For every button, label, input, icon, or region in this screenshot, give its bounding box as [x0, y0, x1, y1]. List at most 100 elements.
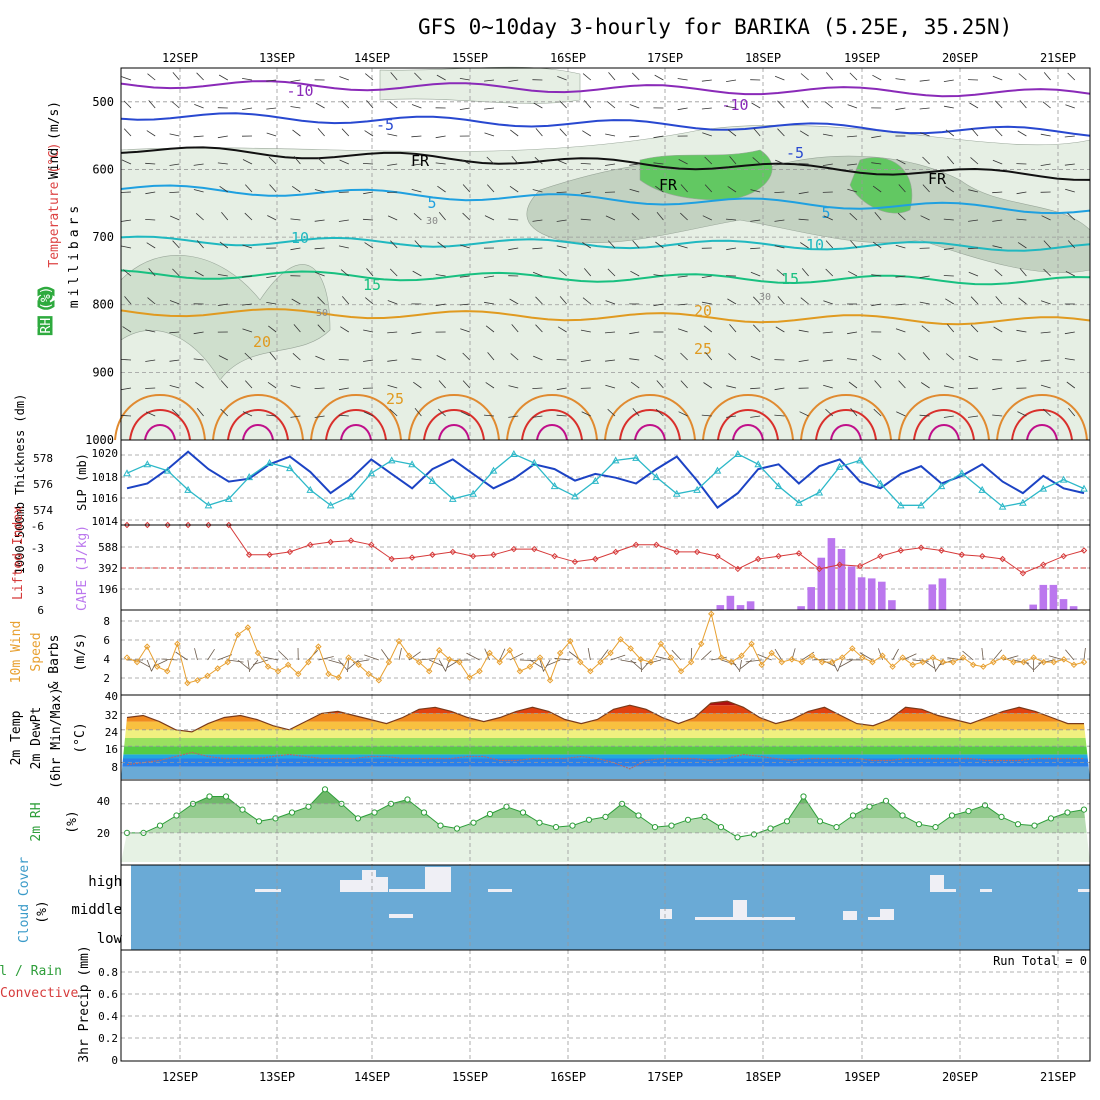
- thickness-point: [245, 473, 254, 481]
- wind-barb: [462, 380, 471, 389]
- wind-speed-point: [839, 654, 846, 661]
- wind-barb: [484, 107, 495, 110]
- surface-wind-barb: [381, 649, 390, 661]
- temp-tick-16: 16: [105, 743, 118, 756]
- wind-speed-point: [1020, 658, 1027, 666]
- cape-bar: [817, 557, 826, 610]
- thickness-point: [428, 476, 437, 484]
- wind-barb: [438, 212, 446, 221]
- wind-barb: [992, 387, 1003, 391]
- surface-wind-barb: [529, 659, 543, 669]
- wind-barb: [1067, 72, 1076, 81]
- contour-label: 15: [781, 270, 799, 288]
- precip-axis-labels: Total / Rain Convective 3hr Precip (mm) …: [0, 945, 1087, 1067]
- surface-wind-barb: [630, 659, 642, 670]
- wind-barb: [728, 353, 737, 361]
- cloud-block: [389, 914, 413, 918]
- wind-barb: [680, 212, 688, 221]
- wind-barb: [607, 101, 616, 109]
- wind-barb: [219, 185, 229, 193]
- wind-barb: [169, 359, 180, 362]
- precip-convective-label: Convective: [0, 986, 78, 1001]
- wind-speed-point: [496, 658, 503, 666]
- wind-barb: [172, 268, 180, 277]
- wind-speed-point: [728, 658, 735, 666]
- rh-point: [305, 803, 312, 810]
- cloud-block: [843, 911, 857, 920]
- wind-speed-point: [506, 647, 514, 654]
- wind-speed-point: [959, 654, 967, 661]
- wind-speed-point: [1080, 658, 1088, 666]
- cloud-block: [425, 867, 451, 892]
- rh-point: [1064, 809, 1071, 816]
- wind-barb: [992, 191, 1003, 194]
- wind-barb: [753, 296, 761, 305]
- contour-label: 15: [363, 276, 381, 294]
- temp-axis-labels: 2m Temp 2m DewPt (6hr Min/Max) (°C) 40 3…: [9, 687, 118, 789]
- thickness-point: [143, 460, 152, 468]
- wind-barb: [872, 185, 882, 193]
- contour-label: 25: [386, 390, 404, 408]
- wind-barb: [895, 303, 906, 306]
- pressure-tick-label: 800: [92, 298, 114, 312]
- surface-wind-barb: [892, 648, 899, 661]
- wind-barb: [801, 100, 809, 109]
- rh-point: [602, 813, 609, 821]
- pressure-tick-label: 700: [92, 230, 114, 244]
- millibars-label: millibars: [67, 202, 82, 308]
- wind-barb: [580, 163, 591, 165]
- rh-units-label: (%): [65, 810, 80, 833]
- wind-barb: [994, 269, 1003, 277]
- surface-wind-barb: [499, 648, 506, 661]
- wind-barb: [169, 133, 180, 137]
- rh-shading-blob: [639, 149, 773, 201]
- wind-speed-point: [949, 658, 957, 666]
- rh-point: [503, 803, 510, 810]
- wind-speed-point: [828, 658, 836, 666]
- wind-barb: [1041, 215, 1051, 221]
- thickness-point: [754, 460, 763, 468]
- contour-25: [702, 394, 794, 441]
- cloud-cover-label: Cloud Cover: [17, 857, 32, 943]
- wind-barb: [800, 242, 809, 249]
- wind-barb: [266, 107, 277, 110]
- wind-barb: [871, 274, 882, 277]
- wind-barb: [459, 78, 470, 81]
- wind-barb: [968, 271, 979, 277]
- wind-barb: [124, 296, 132, 305]
- wind-barb: [242, 328, 253, 333]
- surface-wind-barb: [237, 659, 249, 670]
- wind-barb: [510, 353, 519, 361]
- lifted-index-point: [327, 538, 334, 546]
- wind-speed-point: [516, 668, 524, 675]
- wind-speed-point: [667, 654, 675, 661]
- thickness-series-line: [126, 453, 1085, 508]
- temp-band: [121, 713, 1090, 722]
- cape-bar: [726, 595, 735, 610]
- rh-panel: [121, 780, 1090, 865]
- wind-barb: [630, 381, 640, 389]
- wind-barb: [195, 213, 204, 221]
- wind-barb: [1064, 331, 1075, 335]
- wind-barb: [993, 326, 1003, 333]
- wind-speed-point: [879, 652, 886, 659]
- surface-wind-barb: [981, 647, 984, 661]
- wind-barb: [920, 215, 930, 221]
- surface-wind-barb: [700, 650, 712, 661]
- wind-barb: [121, 245, 132, 249]
- contour-35: [634, 424, 666, 441]
- wind-barb: [148, 100, 156, 109]
- date-label-top: 15SEP: [452, 51, 488, 65]
- contour-label: 5: [821, 204, 830, 222]
- thickness-point: [448, 494, 457, 502]
- cloud-block: [944, 889, 956, 892]
- lifted-index-point: [307, 541, 314, 549]
- temp-line: [126, 700, 1084, 733]
- wind-barb: [559, 296, 567, 305]
- wind-barb: [217, 135, 228, 139]
- wind-barb: [219, 241, 229, 249]
- lifted-index-point: [632, 541, 640, 549]
- wind-barb: [607, 408, 616, 417]
- slp-series-line: [126, 450, 1085, 509]
